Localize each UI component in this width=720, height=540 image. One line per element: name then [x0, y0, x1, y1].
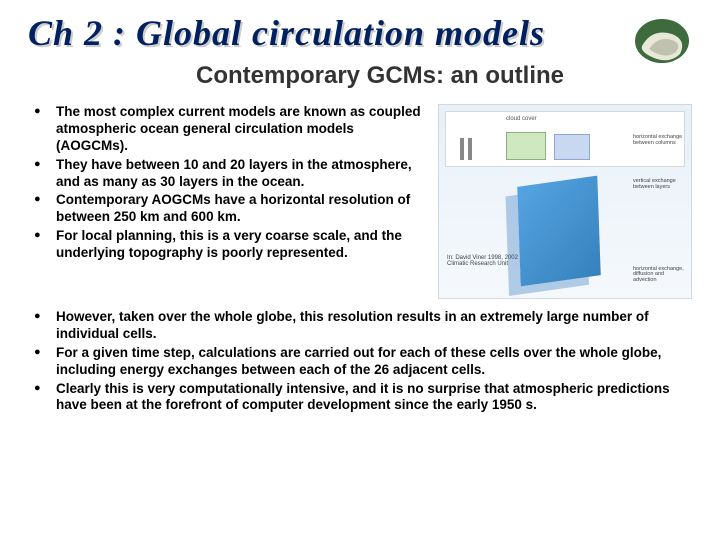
- caption-line: In: David Viner 1998, 2002: [447, 255, 518, 261]
- bullet-item: However, taken over the whole globe, thi…: [34, 309, 692, 343]
- bullet-list-upper: The most complex current models are know…: [28, 104, 426, 262]
- diagram-side-label: horizontal exchange, diffusion and advec…: [633, 267, 687, 284]
- organization-logo: [632, 16, 692, 66]
- diagram-caption: In: David Viner 1998, 2002 Climatic Rese…: [447, 255, 518, 268]
- bullet-item: The most complex current models are know…: [34, 104, 426, 155]
- slide-container: Ch 2 : Global circulation models Contemp…: [0, 0, 720, 540]
- diagram-side-label: vertical exchange between layers: [633, 179, 687, 191]
- left-text-column: The most complex current models are know…: [28, 104, 426, 299]
- bullet-item: They have between 10 and 20 layers in th…: [34, 157, 426, 191]
- spacer: [28, 299, 692, 309]
- gcm-diagram: cloud cover horizontal exchange between …: [438, 104, 692, 299]
- bullet-item: For a given time step, calculations are …: [34, 345, 692, 379]
- bullet-item: Contemporary AOGCMs have a horizontal re…: [34, 192, 426, 226]
- slide-subtitle: Contemporary GCMs: an outline: [68, 62, 692, 90]
- logo-swirl-icon: [632, 16, 692, 66]
- diagram-label: cloud cover: [506, 116, 537, 122]
- caption-line: Climatic Research Unit: [447, 261, 508, 267]
- diagram-ocean-block: [554, 134, 590, 160]
- diagram-column-cube: [517, 176, 600, 287]
- content-row: The most complex current models are know…: [28, 104, 692, 299]
- diagram-arrow-icon: [460, 138, 464, 160]
- diagram-side-label: horizontal exchange between columns: [633, 135, 687, 147]
- bullet-list-lower: However, taken over the whole globe, thi…: [28, 309, 692, 414]
- bullet-item: Clearly this is very computationally int…: [34, 381, 692, 415]
- bullet-item: For local planning, this is a very coars…: [34, 228, 426, 262]
- diagram-land-block: [506, 132, 546, 160]
- diagram-arrow-icon: [468, 138, 472, 160]
- chapter-title: Ch 2 : Global circulation models: [28, 12, 692, 54]
